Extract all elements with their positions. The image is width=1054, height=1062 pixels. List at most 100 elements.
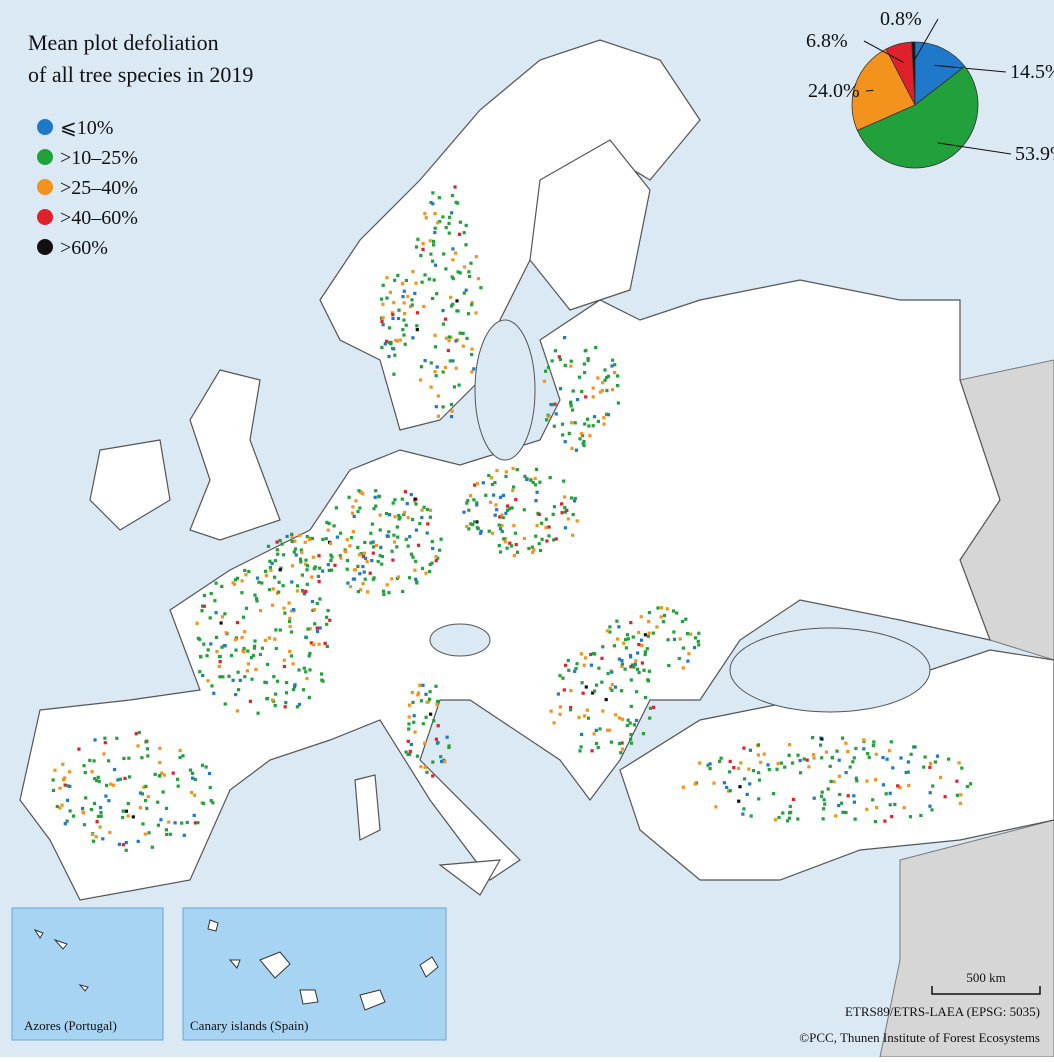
plot-dot — [478, 531, 483, 535]
plot-dot — [441, 309, 445, 313]
plot-dot — [443, 317, 448, 321]
plot-dot — [304, 589, 308, 593]
plot-dot — [217, 664, 221, 668]
plot-dot — [563, 526, 567, 530]
plot-dot — [590, 749, 594, 753]
plot-dot — [72, 814, 76, 818]
plot-dot — [571, 533, 575, 537]
plot-dot — [93, 738, 97, 742]
plot-dot — [290, 535, 294, 539]
plot-dot — [745, 792, 749, 796]
plot-dot — [361, 554, 366, 559]
plot-dot — [522, 508, 526, 512]
plot-dot — [304, 558, 308, 562]
plot-dot — [134, 732, 138, 736]
plot-dot — [652, 705, 656, 709]
plot-dot — [316, 574, 320, 578]
plot-dot — [329, 559, 333, 563]
plot-dot — [708, 762, 712, 766]
plot-dot — [451, 359, 455, 363]
plot-dot — [164, 806, 169, 810]
plot-dot — [411, 555, 415, 559]
plot-dot — [513, 531, 517, 535]
plot-dot — [234, 648, 238, 652]
plot-dot — [481, 481, 485, 485]
plot-dot — [788, 804, 792, 809]
plot-dot — [469, 494, 473, 498]
plot-dot — [156, 800, 160, 804]
plot-dot — [240, 579, 244, 583]
plot-dot — [739, 761, 743, 765]
plot-dot — [191, 776, 195, 780]
plot-dot — [573, 499, 577, 503]
plot-dot — [277, 590, 281, 594]
plot-dot — [605, 376, 609, 380]
plot-dot — [620, 741, 624, 745]
plot-dot — [500, 524, 504, 528]
plot-dot — [329, 553, 333, 557]
pie-chart: 14.5% 53.9% 24.0% 6.8% 0.8% — [806, 8, 1054, 169]
plot-dot — [252, 646, 256, 650]
plot-dot — [468, 274, 472, 278]
plot-dot — [616, 637, 620, 641]
plot-dot — [97, 779, 101, 783]
plot-dot — [451, 277, 455, 281]
plot-dot — [736, 766, 741, 770]
plot-dot — [465, 501, 469, 505]
plot-dot — [922, 765, 926, 769]
plot-dot — [594, 728, 598, 732]
plot-dot — [51, 788, 56, 792]
plot-dot — [282, 553, 286, 557]
plot-dot — [413, 730, 417, 734]
plot-dot — [514, 543, 518, 547]
plot-dot — [430, 540, 434, 544]
plot-dot — [848, 765, 852, 769]
plot-dot — [378, 554, 382, 558]
plot-dot — [613, 371, 617, 375]
plot-dot — [451, 258, 455, 262]
plot-dot — [378, 513, 382, 517]
plot-dot — [454, 200, 458, 204]
plot-dot — [558, 712, 562, 716]
plot-dot — [854, 746, 858, 750]
plot-dot — [640, 643, 644, 647]
plot-dot — [315, 629, 320, 633]
plot-dot — [409, 493, 413, 497]
plot-dot — [451, 247, 455, 251]
plot-dot — [178, 756, 182, 760]
plot-dot — [558, 357, 562, 362]
finland — [529, 139, 651, 311]
plot-dot — [351, 530, 355, 534]
plot-dot — [871, 798, 875, 802]
plot-dot — [255, 599, 259, 603]
plot-dot — [618, 716, 622, 720]
plot-dot — [470, 370, 474, 374]
plot-dot — [379, 545, 383, 549]
plot-dot — [124, 841, 128, 845]
plot-dot — [268, 559, 272, 563]
plot-dot — [456, 270, 460, 274]
plot-dot — [655, 625, 659, 629]
plot-dot — [602, 422, 606, 426]
plot-dot — [126, 814, 130, 818]
plot-dot — [534, 499, 538, 503]
plot-dot — [533, 476, 537, 480]
plot-dot — [209, 799, 213, 803]
plot-dot — [943, 795, 947, 799]
plot-dot — [379, 297, 384, 301]
plot-dot — [392, 372, 396, 376]
plot-dot — [391, 558, 395, 562]
plot-dot — [632, 723, 636, 727]
plot-dot — [841, 736, 845, 740]
plot-dot — [160, 771, 164, 775]
plot-dot — [218, 660, 222, 664]
plot-dot — [844, 771, 848, 775]
plot-dot — [369, 541, 373, 545]
plot-dot — [502, 537, 506, 541]
plot-dot — [506, 508, 510, 512]
legend-swatch — [37, 149, 53, 165]
plot-dot — [406, 544, 410, 548]
plot-dot — [391, 316, 395, 320]
plot-dot — [327, 568, 331, 572]
plot-dot — [672, 637, 677, 641]
